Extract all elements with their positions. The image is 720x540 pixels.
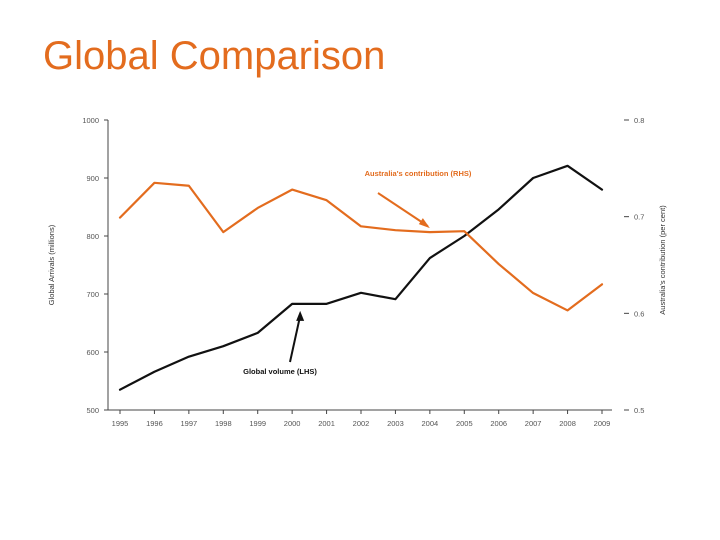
x-tick-label: 2008 xyxy=(559,419,576,428)
australia-contribution-line xyxy=(118,181,604,312)
annotation-australia-label: Australia's contribution (RHS) xyxy=(365,169,472,178)
x-tick-label: 1996 xyxy=(146,419,163,428)
left-axis-title: Global Arrivals (millions) xyxy=(47,224,56,305)
x-tick-label: 2006 xyxy=(490,419,507,428)
x-tick-label: 1997 xyxy=(181,419,198,428)
x-tick-label: 1998 xyxy=(215,419,232,428)
x-tick-label: 1995 xyxy=(112,419,129,428)
x-tick-label: 2003 xyxy=(387,419,404,428)
left-tick-label: 1000 xyxy=(82,116,99,125)
x-tick-label: 2000 xyxy=(284,419,301,428)
right-tick-label: 0.6 xyxy=(634,309,644,318)
x-tick-label: 2007 xyxy=(525,419,542,428)
right-tick-label: 0.8 xyxy=(634,116,644,125)
dual-axis-line-chart: 1000 900 800 700 600 500 0.8 0.7 0.6 0.5 1995 1996 1… xyxy=(47,116,667,428)
x-tick-label: 2009 xyxy=(594,419,611,428)
x-tick-label: 1999 xyxy=(249,419,266,428)
annotation-australia-arrowhead xyxy=(418,218,430,229)
right-tick-label: 0.7 xyxy=(634,213,644,222)
left-tick-label: 600 xyxy=(86,348,99,357)
global-volume-line xyxy=(118,164,604,391)
series-lines xyxy=(118,164,604,391)
left-tick-label: 900 xyxy=(86,174,99,183)
slide-title: Global Comparison xyxy=(43,34,386,78)
left-tick-label: 700 xyxy=(86,290,99,299)
x-tick-label: 2005 xyxy=(456,419,473,428)
annotations: Australia's contribution (RHS) Global vol… xyxy=(243,169,472,376)
x-tick-label: 2001 xyxy=(318,419,335,428)
x-tick-label: 2002 xyxy=(353,419,370,428)
annotation-global-arrow xyxy=(289,315,302,363)
left-tick-label: 500 xyxy=(86,406,99,415)
annotation-global-label: Global volume (LHS) xyxy=(243,367,317,376)
right-tick-label: 0.5 xyxy=(634,406,644,415)
annotation-australia-arrow xyxy=(377,192,429,227)
x-tick-label: 2004 xyxy=(422,419,439,428)
annotation-global-arrowhead xyxy=(296,310,305,321)
right-axis-title: Australia's contribution (per cent) xyxy=(658,205,667,315)
axes: 1000 900 800 700 600 500 0.8 0.7 0.6 0.5 1995 1996 1… xyxy=(47,116,667,428)
left-tick-label: 800 xyxy=(86,232,99,241)
